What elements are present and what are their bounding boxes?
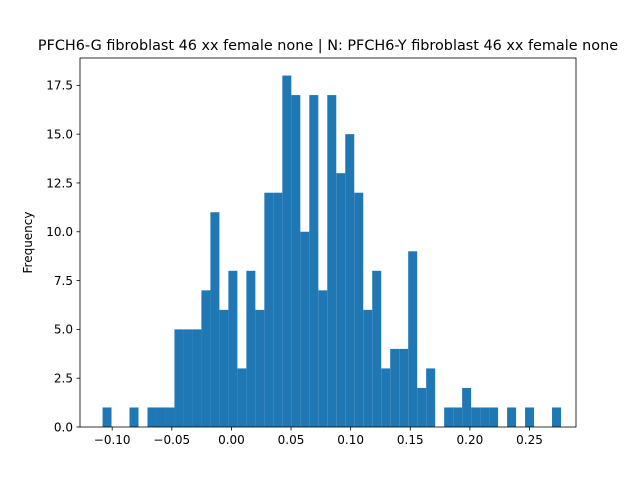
- x-tick-label: 0.10: [337, 433, 364, 447]
- histogram-bar: [354, 192, 364, 427]
- histogram-bar: [363, 309, 373, 427]
- histogram-bar: [147, 407, 157, 427]
- y-axis-label: Frequency: [21, 212, 35, 274]
- plot-area-frame: [79, 57, 577, 428]
- x-axis-ticks: −0.10 −0.05 0.00 0.05 0.10 0.15 0.20 0.25: [94, 427, 543, 447]
- histogram-bar: [453, 407, 463, 427]
- x-tick-label: −0.10: [94, 433, 131, 447]
- histogram-bar: [381, 368, 391, 427]
- y-tick-label: 7.5: [54, 274, 73, 288]
- x-tick-label: 0.00: [218, 433, 245, 447]
- histogram-bar: [426, 368, 436, 427]
- histogram-bar: [282, 75, 292, 428]
- histogram-bar: [417, 387, 427, 427]
- y-tick-label: 10.0: [46, 225, 73, 239]
- histogram-bar: [174, 329, 184, 427]
- histogram-bar: [444, 407, 454, 427]
- histogram-bar: [552, 407, 562, 427]
- histogram-bar: [255, 309, 265, 427]
- x-tick-label: −0.05: [153, 433, 190, 447]
- histogram-bar: [300, 231, 310, 427]
- y-axis-ticks: 0.0 2.5 5.0 7.5 10.0 12.5 15.0 17.5: [46, 79, 80, 434]
- histogram-bar: [480, 407, 490, 427]
- histogram-bar: [219, 309, 229, 427]
- histogram-bar: [210, 212, 220, 427]
- histogram-bar: [507, 407, 517, 427]
- histogram-bar: [318, 290, 328, 427]
- histogram-bar: [309, 95, 319, 427]
- histogram-bar: [372, 270, 382, 427]
- histogram-bar: [525, 407, 535, 427]
- histogram-bar: [156, 407, 166, 427]
- histogram-bar: [165, 407, 175, 427]
- histogram-bar: [246, 270, 256, 427]
- histogram-bars: [102, 75, 562, 428]
- histogram-bar: [264, 192, 274, 427]
- histogram-bar: [336, 173, 346, 427]
- x-tick-label: 0.25: [516, 433, 543, 447]
- x-tick-label: 0.15: [397, 433, 424, 447]
- y-tick-label: 15.0: [46, 127, 73, 141]
- chart-title: PFCH6-G fibroblast 46 xx female none | N…: [38, 38, 618, 54]
- histogram-bar: [237, 368, 247, 427]
- histogram-bar: [273, 192, 283, 427]
- histogram-bar: [489, 407, 499, 427]
- x-tick-label: 0.20: [457, 433, 484, 447]
- histogram-bar: [408, 251, 418, 427]
- y-tick-label: 0.0: [54, 420, 73, 434]
- histogram-bar: [102, 407, 112, 427]
- y-tick-label: 17.5: [46, 79, 73, 93]
- histogram-bar: [192, 329, 202, 427]
- histogram-bar: [291, 95, 301, 427]
- x-tick-label: 0.05: [278, 433, 305, 447]
- histogram-bar: [399, 348, 409, 427]
- histogram-bar: [345, 134, 355, 427]
- y-tick-label: 5.0: [54, 323, 73, 337]
- histogram-bar: [471, 407, 481, 427]
- histogram-bar: [228, 270, 238, 427]
- histogram-bar: [462, 387, 472, 427]
- histogram-bar: [201, 290, 211, 427]
- histogram-bar: [327, 95, 337, 427]
- histogram-bar: [390, 348, 400, 427]
- y-tick-label: 2.5: [54, 371, 73, 385]
- y-tick-label: 12.5: [46, 176, 73, 190]
- histogram-bar: [183, 329, 193, 427]
- histogram-bar: [129, 407, 139, 427]
